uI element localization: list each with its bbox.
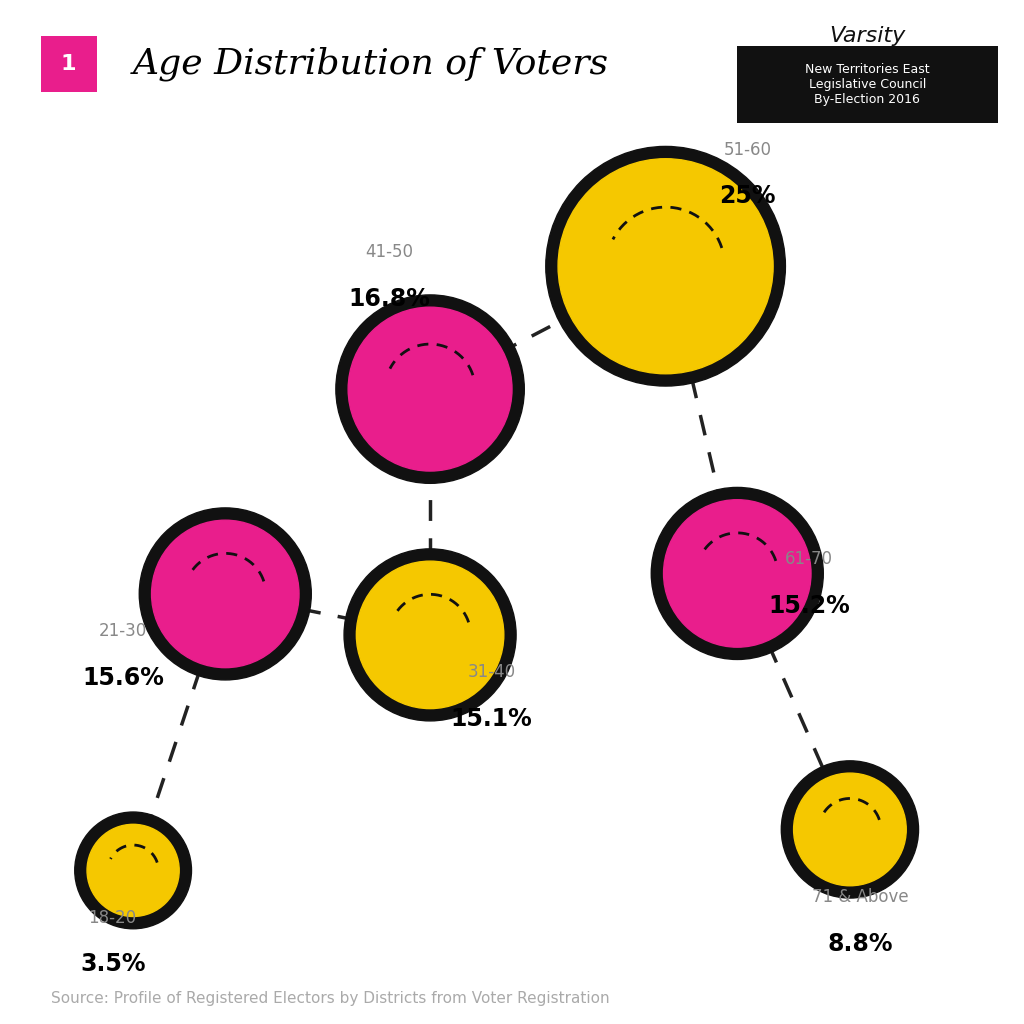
Circle shape [558,159,773,374]
Circle shape [794,773,906,886]
Text: 15.2%: 15.2% [768,594,850,617]
Circle shape [152,520,299,668]
Circle shape [356,561,504,709]
FancyBboxPatch shape [41,36,97,92]
Text: 31-40: 31-40 [468,663,515,681]
Text: 51-60: 51-60 [724,140,771,159]
Text: 16.8%: 16.8% [348,287,430,310]
FancyBboxPatch shape [737,46,998,123]
Text: 15.1%: 15.1% [451,707,532,730]
Circle shape [651,487,823,659]
Text: New Territories East
Legislative Council
By-Election 2016: New Territories East Legislative Council… [805,63,930,105]
Text: 61-70: 61-70 [785,550,833,568]
Text: 71 & Above: 71 & Above [812,888,908,906]
Text: 3.5%: 3.5% [80,952,145,976]
Text: 18-20: 18-20 [89,908,136,927]
Text: 25%: 25% [719,184,776,208]
Circle shape [348,307,512,471]
Text: 1: 1 [60,54,77,74]
Text: Source: Profile of Registered Electors by Districts from Voter Registration: Source: Profile of Registered Electors b… [51,991,610,1006]
Text: 15.6%: 15.6% [82,666,164,689]
Circle shape [781,761,919,898]
Circle shape [344,549,516,721]
Text: Varsity: Varsity [829,26,905,46]
Circle shape [546,146,785,386]
Circle shape [75,812,191,929]
Text: 41-50: 41-50 [366,243,413,261]
Circle shape [664,500,811,647]
Text: 21-30: 21-30 [98,622,147,640]
Text: 8.8%: 8.8% [827,932,893,955]
Circle shape [139,508,311,680]
Circle shape [336,295,524,483]
Text: Age Distribution of Voters: Age Distribution of Voters [133,47,609,81]
Circle shape [87,824,179,916]
